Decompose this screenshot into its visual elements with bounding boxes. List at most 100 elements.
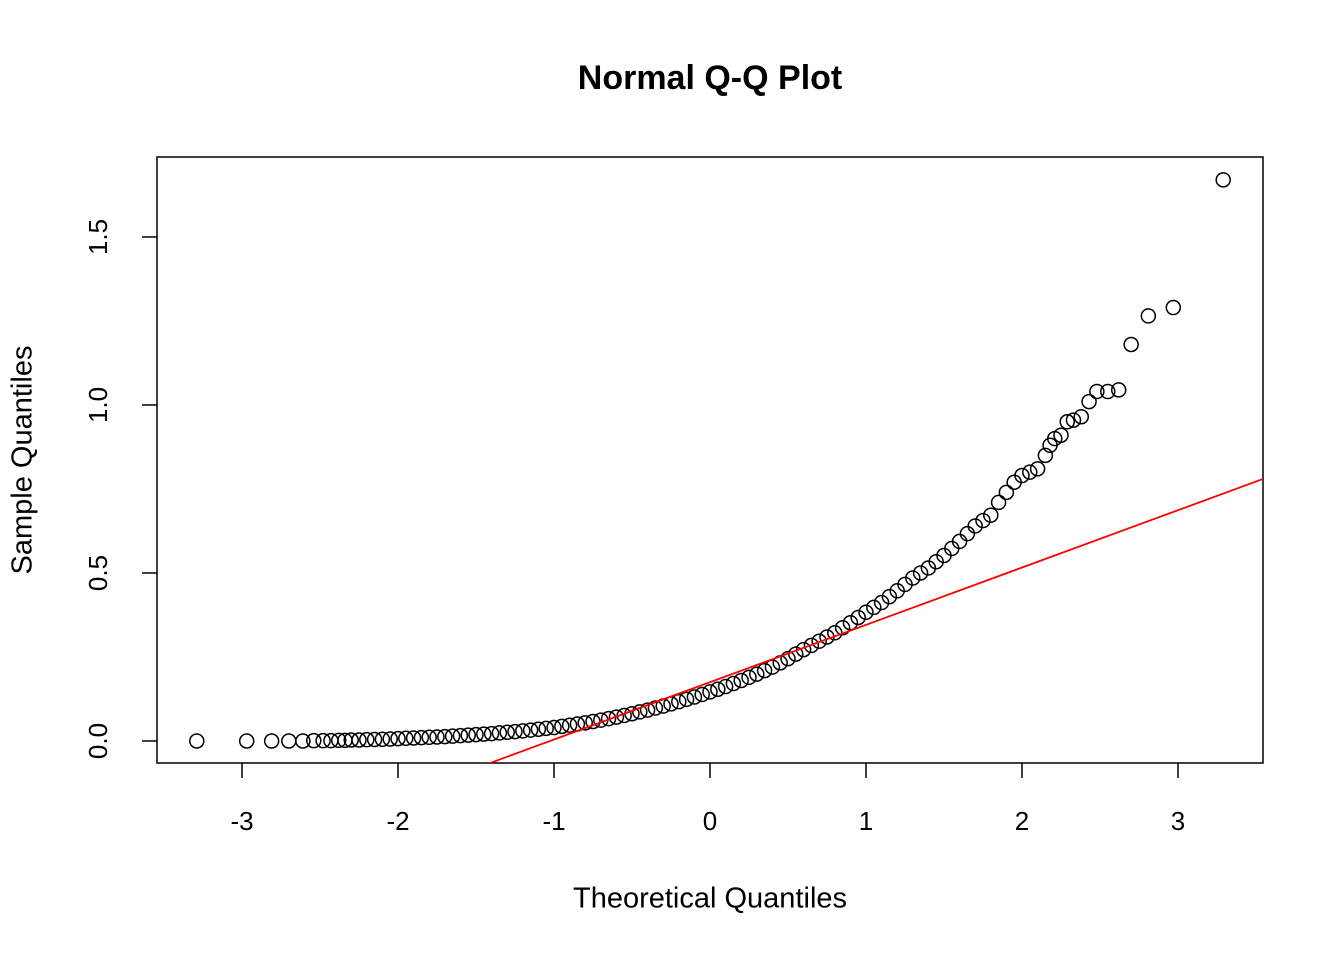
point (881, 588, 898, 605)
point (405, 730, 422, 746)
point (1165, 299, 1182, 316)
y-tick-label: 1.5 (83, 219, 113, 255)
point (343, 732, 359, 748)
point (1059, 414, 1075, 430)
point (725, 675, 742, 692)
x-tick-label: 3 (1171, 806, 1185, 836)
point (1215, 172, 1231, 188)
point (827, 625, 843, 641)
point (295, 733, 311, 749)
point (359, 731, 375, 748)
x-tick-label: 2 (1015, 806, 1029, 836)
point (499, 724, 515, 741)
point (554, 718, 570, 735)
point (749, 666, 765, 682)
point (858, 604, 874, 621)
point (1123, 336, 1139, 353)
point (967, 518, 983, 534)
point (639, 702, 656, 718)
reference-line (487, 478, 1263, 763)
point (600, 710, 617, 727)
point (1073, 408, 1090, 425)
point (585, 713, 601, 730)
y-tick-label: 1.0 (83, 387, 113, 423)
point (1037, 447, 1054, 464)
point (413, 729, 430, 746)
point (983, 507, 999, 523)
point (390, 730, 406, 747)
point (429, 729, 445, 745)
point (437, 728, 453, 745)
point (382, 731, 398, 747)
point (546, 719, 562, 736)
point (912, 565, 929, 581)
point (741, 669, 757, 686)
point (1065, 412, 1082, 428)
point (1081, 393, 1097, 410)
point (990, 494, 1007, 511)
point (1140, 308, 1157, 324)
point (366, 731, 383, 748)
point (850, 609, 866, 626)
point (1100, 383, 1116, 400)
point (238, 733, 255, 749)
point (452, 727, 469, 744)
point (538, 720, 554, 737)
point (507, 723, 523, 740)
point (263, 733, 280, 749)
point (189, 733, 205, 749)
point (306, 732, 322, 749)
point (460, 727, 476, 743)
point (998, 484, 1015, 501)
point (702, 684, 718, 700)
point (905, 570, 921, 586)
x-axis-label: Theoretical Quantiles (573, 883, 847, 915)
point (398, 730, 414, 747)
point (686, 689, 703, 705)
x-tick-label: -1 (542, 806, 565, 836)
point (756, 662, 773, 679)
x-tick-label: 1 (859, 806, 873, 836)
point (561, 717, 578, 733)
x-tick-label: -2 (386, 806, 409, 836)
chart-title: Normal Q-Q Plot (578, 59, 842, 97)
point (1014, 467, 1030, 484)
point (1110, 382, 1127, 398)
point (476, 726, 492, 742)
y-tick-label: 0.5 (83, 555, 113, 591)
point (374, 731, 391, 748)
point (866, 599, 882, 616)
x-tick-label: -3 (230, 806, 253, 836)
point (1022, 464, 1038, 480)
point (1053, 427, 1069, 443)
point (491, 725, 508, 741)
point (694, 686, 710, 703)
point (951, 533, 968, 550)
point (632, 704, 648, 720)
point (975, 512, 991, 529)
point (873, 594, 890, 611)
point (710, 681, 726, 697)
point (330, 732, 347, 749)
y-axis-label: Sample Quantiles (7, 346, 39, 575)
x-tick-label: 0 (703, 806, 717, 836)
point (959, 525, 976, 542)
point (717, 678, 734, 695)
point (811, 633, 827, 649)
point (522, 722, 539, 738)
point (647, 700, 664, 716)
point (444, 728, 461, 744)
point (468, 726, 484, 743)
point (780, 650, 796, 667)
point (421, 729, 437, 746)
y-tick-label: 0.0 (83, 723, 113, 759)
point (803, 637, 820, 654)
point (1089, 383, 1105, 400)
point (577, 715, 593, 731)
point (678, 691, 695, 708)
point (733, 672, 749, 689)
point (515, 723, 531, 739)
point (1029, 461, 1046, 477)
